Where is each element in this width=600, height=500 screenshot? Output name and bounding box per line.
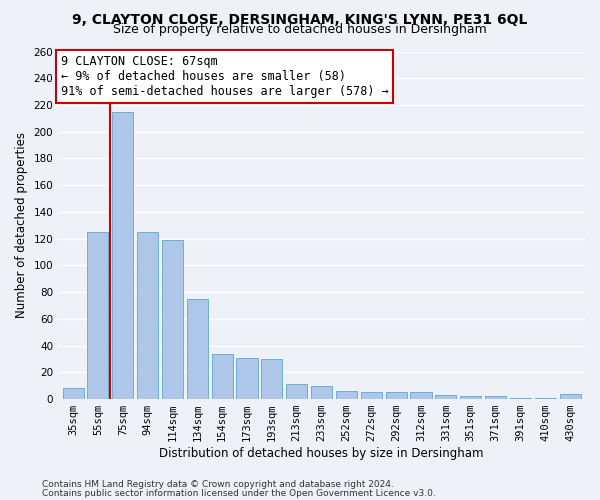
- Bar: [361, 392, 382, 399]
- Bar: [336, 391, 357, 399]
- X-axis label: Distribution of detached houses by size in Dersingham: Distribution of detached houses by size …: [160, 447, 484, 460]
- Bar: [435, 395, 457, 399]
- Bar: [286, 384, 307, 399]
- Bar: [560, 394, 581, 399]
- Bar: [460, 396, 481, 399]
- Bar: [88, 232, 109, 399]
- Bar: [535, 398, 556, 399]
- Text: Size of property relative to detached houses in Dersingham: Size of property relative to detached ho…: [113, 22, 487, 36]
- Bar: [137, 232, 158, 399]
- Text: 9 CLAYTON CLOSE: 67sqm
← 9% of detached houses are smaller (58)
91% of semi-deta: 9 CLAYTON CLOSE: 67sqm ← 9% of detached …: [61, 55, 389, 98]
- Bar: [510, 398, 531, 399]
- Bar: [62, 388, 83, 399]
- Bar: [311, 386, 332, 399]
- Bar: [386, 392, 407, 399]
- Bar: [187, 299, 208, 399]
- Bar: [112, 112, 133, 399]
- Bar: [410, 392, 431, 399]
- Bar: [262, 359, 283, 399]
- Bar: [212, 354, 233, 399]
- Bar: [162, 240, 183, 399]
- Text: Contains public sector information licensed under the Open Government Licence v3: Contains public sector information licen…: [42, 488, 436, 498]
- Bar: [236, 358, 257, 399]
- Bar: [485, 396, 506, 399]
- Text: Contains HM Land Registry data © Crown copyright and database right 2024.: Contains HM Land Registry data © Crown c…: [42, 480, 394, 489]
- Y-axis label: Number of detached properties: Number of detached properties: [15, 132, 28, 318]
- Text: 9, CLAYTON CLOSE, DERSINGHAM, KING'S LYNN, PE31 6QL: 9, CLAYTON CLOSE, DERSINGHAM, KING'S LYN…: [73, 12, 527, 26]
